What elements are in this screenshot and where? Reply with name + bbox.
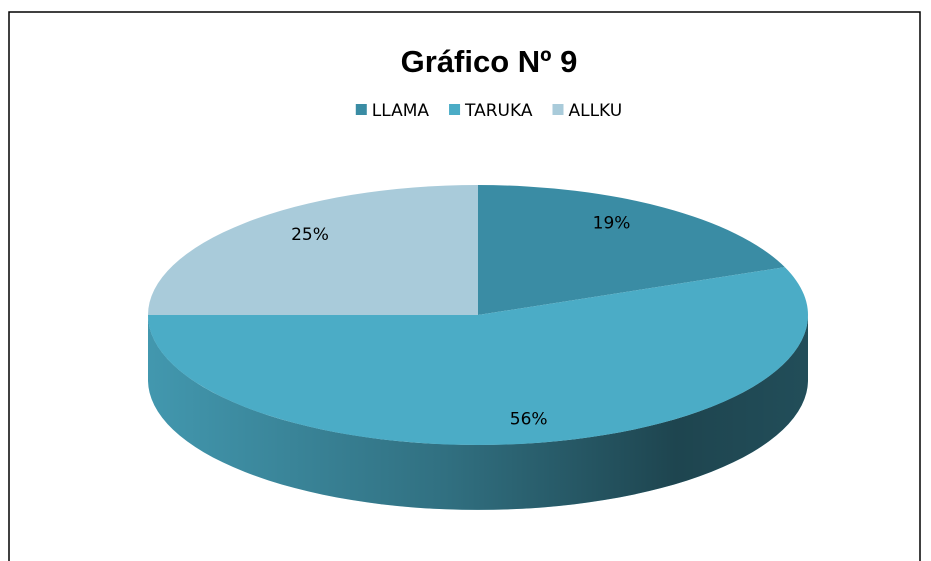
data-label: 19% xyxy=(593,214,631,234)
legend: LLAMA TARUKA ALLKU xyxy=(355,101,622,121)
chart-title: Gráfico Nº 9 xyxy=(401,44,578,79)
slice xyxy=(148,185,478,315)
slice-side-shade xyxy=(148,315,808,510)
legend-label: TARUKA xyxy=(464,101,533,121)
legend-swatch xyxy=(552,104,564,115)
pie: 19% 56% 25% xyxy=(148,185,808,510)
legend-swatch xyxy=(355,104,367,115)
slice xyxy=(478,185,785,315)
data-label: 25% xyxy=(291,225,329,245)
data-label: 56% xyxy=(510,410,548,430)
legend-label: ALLKU xyxy=(568,101,622,121)
slice xyxy=(148,267,808,445)
legend-swatch xyxy=(449,104,461,115)
legend-label: LLAMA xyxy=(372,101,430,121)
